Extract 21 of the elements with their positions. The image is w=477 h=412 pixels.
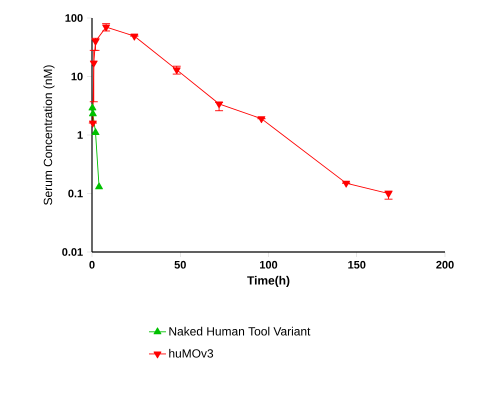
point bbox=[88, 120, 97, 128]
point bbox=[130, 34, 138, 41]
legend-label: huMOv3 bbox=[169, 348, 214, 358]
x-tick-label: 100 bbox=[260, 260, 278, 269]
point bbox=[342, 180, 350, 188]
y-axis-title: Serum Concentration (nM) bbox=[43, 65, 55, 205]
point bbox=[215, 101, 223, 108]
point bbox=[90, 60, 98, 68]
x-tick-label: 150 bbox=[348, 260, 366, 269]
y-tick-label: 10 bbox=[72, 72, 83, 80]
y-tick-label: 1 bbox=[78, 131, 83, 139]
x-axis-title: Time(h) bbox=[247, 276, 290, 288]
y-tick-label: 0.01 bbox=[62, 248, 83, 256]
y-tick-label: 0.1 bbox=[68, 190, 83, 198]
point bbox=[92, 38, 100, 46]
legend-label: Naked Human Tool Variant bbox=[169, 326, 310, 336]
x-tick-label: 0 bbox=[89, 260, 95, 269]
x-tick-label: 50 bbox=[174, 260, 186, 269]
x-tick-label: 200 bbox=[436, 260, 454, 269]
y-tick-label: 100 bbox=[66, 14, 83, 22]
point bbox=[258, 116, 266, 124]
